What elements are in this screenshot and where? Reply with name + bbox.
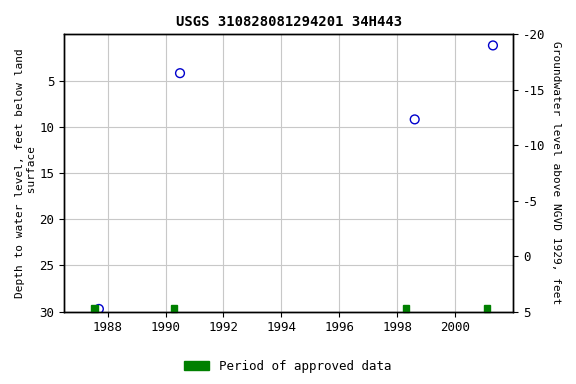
Y-axis label: Depth to water level, feet below land
 surface: Depth to water level, feet below land su…: [15, 48, 37, 298]
Legend: Period of approved data: Period of approved data: [179, 355, 397, 378]
Bar: [92, 305, 98, 312]
Point: [94, 306, 104, 312]
Y-axis label: Groundwater level above NGVD 1929, feet: Groundwater level above NGVD 1929, feet: [551, 41, 561, 305]
Bar: [484, 305, 490, 312]
Bar: [171, 305, 177, 312]
Point: [176, 70, 185, 76]
Bar: [403, 305, 409, 312]
Point: [488, 42, 498, 48]
Title: USGS 310828081294201 34H443: USGS 310828081294201 34H443: [176, 15, 401, 29]
Point: [410, 116, 419, 122]
